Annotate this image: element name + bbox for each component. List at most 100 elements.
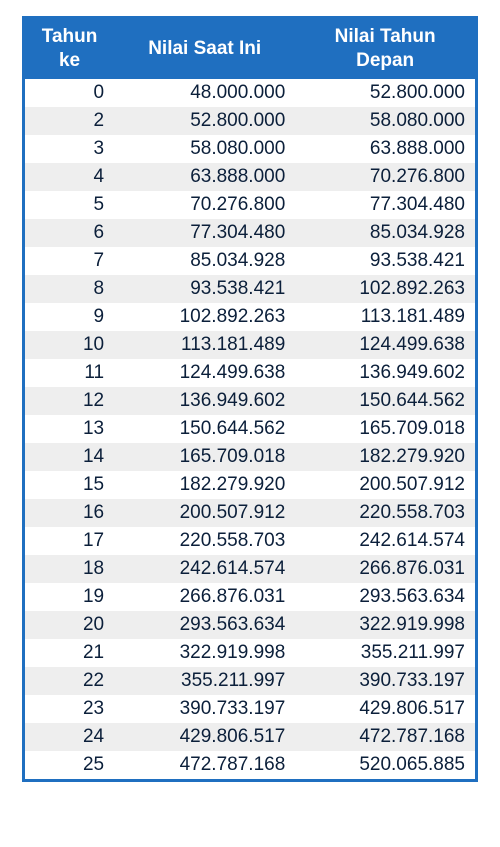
- table-cell: 429.806.517: [295, 695, 476, 723]
- table-row: 785.034.92893.538.421: [24, 247, 477, 275]
- table-cell: 52.800.000: [114, 107, 295, 135]
- table-cell: 8: [24, 275, 115, 303]
- table-cell: 48.000.000: [114, 79, 295, 107]
- table-row: 893.538.421102.892.263: [24, 275, 477, 303]
- table-row: 14165.709.018182.279.920: [24, 443, 477, 471]
- table-cell: 52.800.000: [295, 79, 476, 107]
- table-cell: 77.304.480: [295, 191, 476, 219]
- table-cell: 19: [24, 583, 115, 611]
- table-cell: 58.080.000: [295, 107, 476, 135]
- table-cell: 18: [24, 555, 115, 583]
- column-header-text: Nilai Saat Ini: [148, 38, 261, 59]
- table-cell: 10: [24, 331, 115, 359]
- table-cell: 70.276.800: [295, 163, 476, 191]
- table-cell: 22: [24, 667, 115, 695]
- table-cell: 17: [24, 527, 115, 555]
- table-row: 048.000.00052.800.000: [24, 79, 477, 107]
- table-cell: 77.304.480: [114, 219, 295, 247]
- table-cell: 322.919.998: [295, 611, 476, 639]
- table-cell: 520.065.885: [295, 751, 476, 781]
- table-body: 048.000.00052.800.000252.800.00058.080.0…: [24, 79, 477, 781]
- table-cell: 472.787.168: [295, 723, 476, 751]
- table-row: 12136.949.602150.644.562: [24, 387, 477, 415]
- table-cell: 136.949.602: [295, 359, 476, 387]
- table-row: 463.888.00070.276.800: [24, 163, 477, 191]
- table-cell: 21: [24, 639, 115, 667]
- table-row: 16200.507.912220.558.703: [24, 499, 477, 527]
- table-cell: 0: [24, 79, 115, 107]
- table-row: 252.800.00058.080.000: [24, 107, 477, 135]
- table-cell: 355.211.997: [114, 667, 295, 695]
- table-cell: 93.538.421: [295, 247, 476, 275]
- table-cell: 15: [24, 471, 115, 499]
- table-cell: 113.181.489: [114, 331, 295, 359]
- table-cell: 150.644.562: [114, 415, 295, 443]
- table-cell: 136.949.602: [114, 387, 295, 415]
- table-row: 18242.614.574266.876.031: [24, 555, 477, 583]
- table-cell: 242.614.574: [295, 527, 476, 555]
- table-cell: 220.558.703: [114, 527, 295, 555]
- table-cell: 390.733.197: [295, 667, 476, 695]
- table-cell: 429.806.517: [114, 723, 295, 751]
- table-cell: 355.211.997: [295, 639, 476, 667]
- table-cell: 220.558.703: [295, 499, 476, 527]
- table-cell: 113.181.489: [295, 303, 476, 331]
- table-cell: 182.279.920: [295, 443, 476, 471]
- table-row: 25472.787.168520.065.885: [24, 751, 477, 781]
- table-row: 677.304.48085.034.928: [24, 219, 477, 247]
- table-cell: 150.644.562: [295, 387, 476, 415]
- table-row: 570.276.80077.304.480: [24, 191, 477, 219]
- column-header-text: Tahun: [42, 26, 98, 47]
- table-cell: 70.276.800: [114, 191, 295, 219]
- table-row: 22355.211.997390.733.197: [24, 667, 477, 695]
- column-header: Nilai Saat Ini: [114, 18, 295, 79]
- table-cell: 182.279.920: [114, 471, 295, 499]
- table-cell: 9: [24, 303, 115, 331]
- table-cell: 23: [24, 695, 115, 723]
- table-cell: 124.499.638: [114, 359, 295, 387]
- table-row: 17220.558.703242.614.574: [24, 527, 477, 555]
- table-cell: 7: [24, 247, 115, 275]
- table-row: 358.080.00063.888.000: [24, 135, 477, 163]
- table-cell: 4: [24, 163, 115, 191]
- column-header: Tahun ke: [24, 18, 115, 79]
- table-cell: 124.499.638: [295, 331, 476, 359]
- table-cell: 5: [24, 191, 115, 219]
- table-row: 11124.499.638136.949.602: [24, 359, 477, 387]
- table-cell: 266.876.031: [114, 583, 295, 611]
- table-cell: 85.034.928: [295, 219, 476, 247]
- table-cell: 200.507.912: [114, 499, 295, 527]
- table-row: 24429.806.517472.787.168: [24, 723, 477, 751]
- table-cell: 14: [24, 443, 115, 471]
- table-row: 10113.181.489124.499.638: [24, 331, 477, 359]
- table-cell: 58.080.000: [114, 135, 295, 163]
- table-cell: 25: [24, 751, 115, 781]
- table-cell: 2: [24, 107, 115, 135]
- table-cell: 266.876.031: [295, 555, 476, 583]
- table-cell: 242.614.574: [114, 555, 295, 583]
- column-header-text: Nilai Tahun: [335, 26, 436, 47]
- table-cell: 472.787.168: [114, 751, 295, 781]
- table-cell: 63.888.000: [114, 163, 295, 191]
- value-table: TahunkeNilai Saat IniNilai TahunDepan 04…: [22, 16, 478, 782]
- table-cell: 63.888.000: [295, 135, 476, 163]
- table-row: 15182.279.920200.507.912: [24, 471, 477, 499]
- table-cell: 102.892.263: [295, 275, 476, 303]
- table-cell: 322.919.998: [114, 639, 295, 667]
- table-cell: 16: [24, 499, 115, 527]
- table-header-row: Tahun ke Nilai Saat Ini Nilai TahunDepan: [24, 18, 477, 79]
- table-row: 19266.876.031293.563.634: [24, 583, 477, 611]
- table-cell: 102.892.263: [114, 303, 295, 331]
- column-header: Nilai TahunDepan: [295, 18, 476, 79]
- table-row: 21322.919.998355.211.997: [24, 639, 477, 667]
- table-cell: 11: [24, 359, 115, 387]
- table-row: 20293.563.634322.919.998: [24, 611, 477, 639]
- table-row: 23390.733.197429.806.517: [24, 695, 477, 723]
- table-cell: 3: [24, 135, 115, 163]
- table-cell: 390.733.197: [114, 695, 295, 723]
- table-cell: 293.563.634: [295, 583, 476, 611]
- column-header-text: ke: [59, 50, 80, 71]
- table-cell: 165.709.018: [295, 415, 476, 443]
- table-cell: 24: [24, 723, 115, 751]
- table-cell: 200.507.912: [295, 471, 476, 499]
